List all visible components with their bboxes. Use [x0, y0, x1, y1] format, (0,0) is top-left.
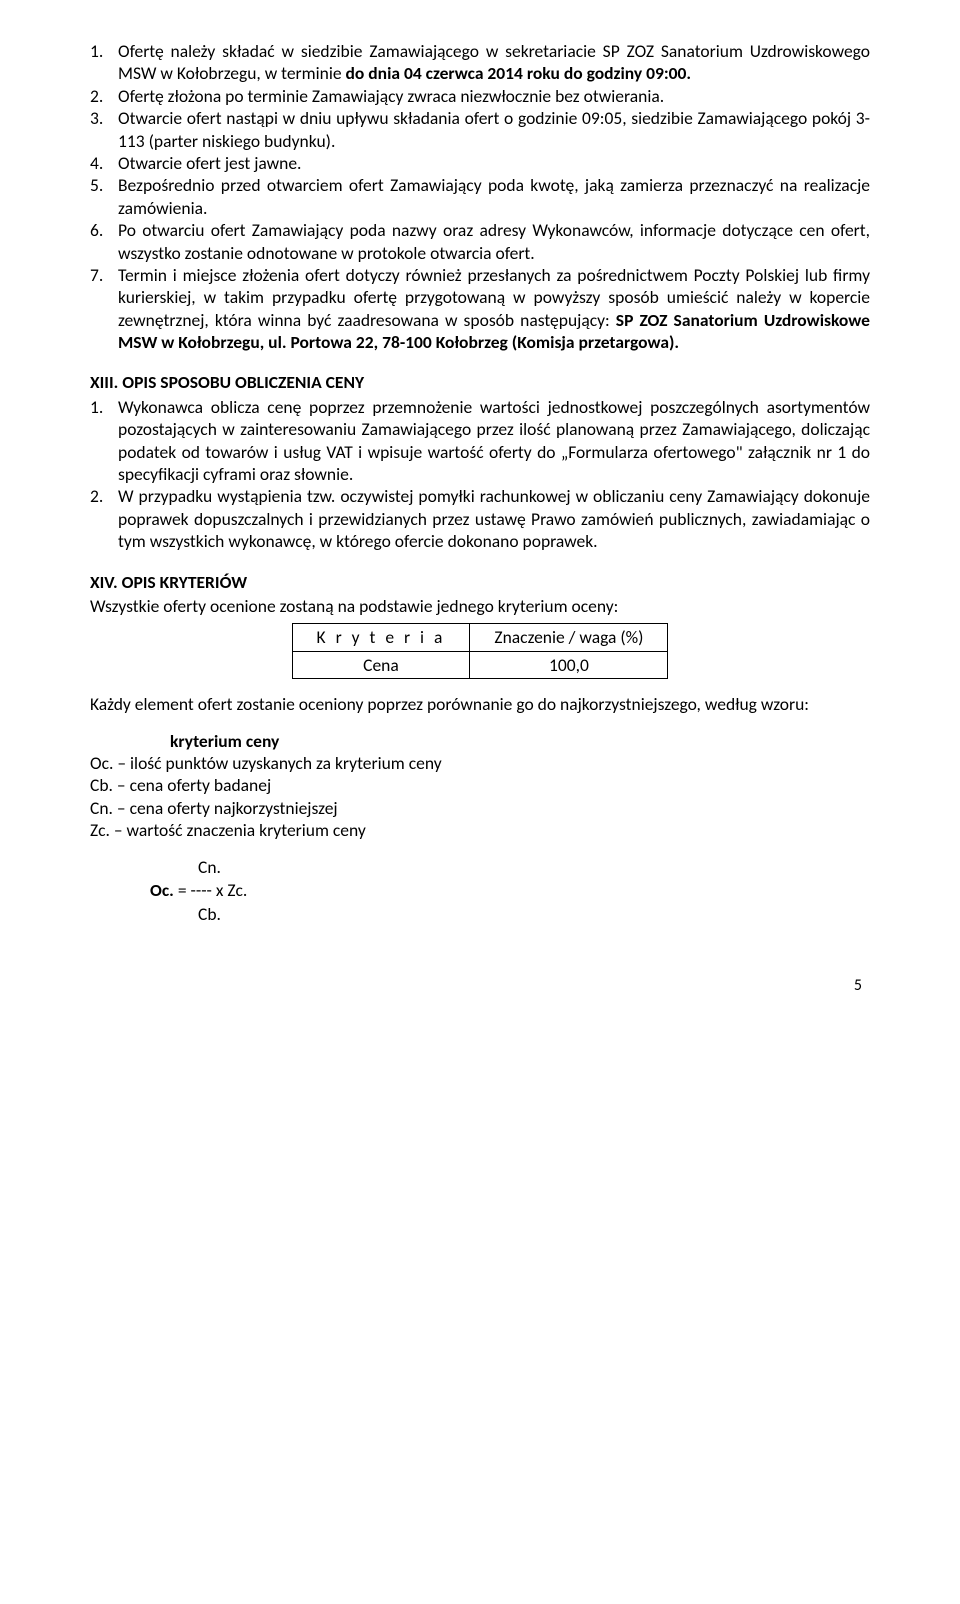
list-item: 5. Bezpośrednio przed otwarciem ofert Za…: [90, 174, 870, 219]
criteria-intro: Wszystkie oferty ocenione zostaną na pod…: [90, 595, 870, 617]
criterion-line: Oc. – ilość punktów uzyskanych za kryter…: [90, 752, 870, 774]
item-number: 4.: [90, 152, 118, 174]
document-page: 1. Ofertę należy składać w siedzibie Zam…: [0, 0, 960, 1027]
criterion-lines: Oc. – ilość punktów uzyskanych za kryter…: [90, 752, 870, 842]
item-number: 2.: [90, 85, 118, 107]
formula-block: Cn. Oc. = ---- x Zc. Cb.: [150, 856, 870, 927]
page-number: 5: [90, 976, 870, 996]
list-item: 2. W przypadku wystąpienia tzw. oczywist…: [90, 485, 870, 552]
offer-submission-list: 1. Ofertę należy składać w siedzibie Zam…: [90, 40, 870, 353]
table-header-cell: Znaczenie / waga (%): [470, 624, 668, 651]
item-text: Ofertę należy składać w siedzibie Zamawi…: [118, 40, 870, 85]
criterion-line: Cb. – cena oferty badanej: [90, 774, 870, 796]
item-text: Po otwarciu ofert Zamawiający poda nazwy…: [118, 219, 870, 264]
criteria-table: K r y t e r i a Znaczenie / waga (%) Cen…: [292, 623, 669, 679]
item-text: Bezpośrednio przed otwarciem ofert Zamaw…: [118, 174, 870, 219]
item-text: Wykonawca oblicza cenę poprzez przemnoże…: [118, 396, 870, 486]
item-text: Otwarcie ofert jest jawne.: [118, 152, 870, 174]
item-number: 3.: [90, 107, 118, 152]
item-number: 2.: [90, 485, 118, 552]
item-number: 7.: [90, 264, 118, 354]
formula-eq: = ---- x Zc.: [178, 879, 248, 901]
table-row: K r y t e r i a Znaczenie / waga (%): [292, 624, 668, 651]
criterion-sub-heading-text: kryterium ceny: [170, 730, 279, 752]
section-13-heading: XIII. OPIS SPOSOBU OBLICZENIA CENY: [90, 371, 870, 393]
table-header-cell: K r y t e r i a: [292, 624, 470, 651]
list-item: 1. Wykonawca oblicza cenę poprzez przemn…: [90, 396, 870, 486]
criterion-line: Zc. – wartość znaczenia kryterium ceny: [90, 819, 870, 841]
item-text: Otwarcie ofert nastąpi w dniu upływu skł…: [118, 107, 870, 152]
item-text: Ofertę złożona po terminie Zamawiający z…: [118, 85, 870, 107]
item-text: W przypadku wystąpienia tzw. oczywistej …: [118, 485, 870, 552]
item-text: Termin i miejsce złożenia ofert dotyczy …: [118, 264, 870, 354]
table-cell: 100,0: [470, 651, 668, 678]
list-item: 2. Ofertę złożona po terminie Zamawiając…: [90, 85, 870, 107]
list-item: 4. Otwarcie ofert jest jawne.: [90, 152, 870, 174]
formula-mid: Oc. = ---- x Zc.: [150, 879, 870, 903]
item-number: 1.: [90, 40, 118, 85]
list-item: 1. Ofertę należy składać w siedzibie Zam…: [90, 40, 870, 85]
criteria-header: K r y t e r i a: [317, 626, 446, 648]
criterion-block: kryterium ceny: [170, 730, 870, 752]
item-number: 5.: [90, 174, 118, 219]
price-calc-list: 1. Wykonawca oblicza cenę poprzez przemn…: [90, 396, 870, 553]
list-item: 7. Termin i miejsce złożenia ofert dotyc…: [90, 264, 870, 354]
list-item: 6. Po otwarciu ofert Zamawiający poda na…: [90, 219, 870, 264]
criterion-sub-heading: kryterium ceny: [170, 730, 870, 752]
table-row: Cena 100,0: [292, 651, 668, 678]
table-cell: Cena: [292, 651, 470, 678]
formula-bot: Cb.: [198, 903, 870, 927]
section-14-heading: XIV. OPIS KRYTERIÓW: [90, 571, 870, 593]
list-item: 3. Otwarcie ofert nastąpi w dniu upływu …: [90, 107, 870, 152]
formula-oc: Oc.: [150, 879, 174, 901]
after-table-text: Każdy element ofert zostanie oceniony po…: [90, 693, 870, 715]
criterion-line: Cn. – cena oferty najkorzystniejszej: [90, 797, 870, 819]
formula-top: Cn.: [198, 856, 870, 880]
item-number: 1.: [90, 396, 118, 486]
item-number: 6.: [90, 219, 118, 264]
